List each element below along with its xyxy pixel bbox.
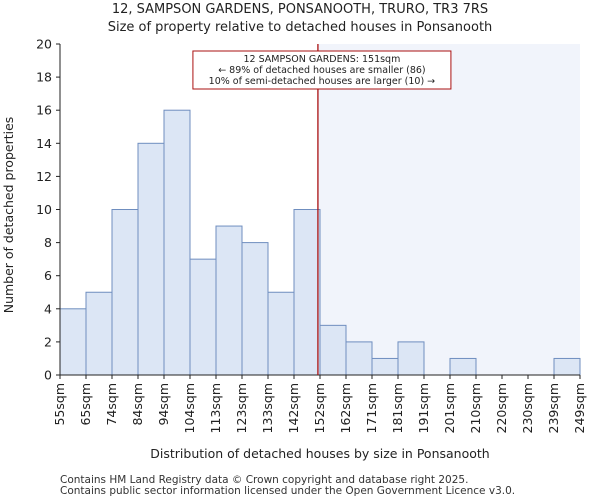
bar-65sqm: [85, 291, 113, 376]
bar-94sqm: [163, 109, 191, 376]
x-tick-label-152sqm: 152sqm: [312, 383, 327, 433]
x-tick-label-210sqm: 210sqm: [468, 383, 483, 433]
y-tick-label-4: 4: [44, 301, 52, 316]
y-tick-label-18: 18: [36, 70, 52, 85]
bar-239sqm: [553, 357, 581, 376]
y-tick-label-12: 12: [36, 169, 52, 184]
annotation-group: 12 SAMPSON GARDENS: 151sqm← 89% of detac…: [192, 50, 452, 90]
x-tick-label-94sqm: 94sqm: [156, 383, 171, 426]
x-tick-label-201sqm: 201sqm: [442, 383, 457, 433]
bar-152sqm: [319, 324, 347, 376]
y-tick-label-2: 2: [44, 334, 52, 349]
bar-181sqm: [397, 341, 425, 376]
bars-group: [59, 109, 581, 376]
highlight-region: [317, 44, 580, 375]
highlight-region-group: [317, 44, 580, 375]
y-tick-label-20: 20: [36, 37, 52, 52]
bar-171sqm: [371, 357, 399, 376]
x-tick-label-74sqm: 74sqm: [104, 383, 119, 426]
bar-113sqm: [215, 225, 243, 376]
annotation-box: [192, 50, 452, 90]
y-axis-label: Number of detached properties: [1, 117, 16, 314]
bar-74sqm: [111, 209, 139, 376]
y-tick-label-8: 8: [44, 235, 52, 250]
y-ticks-group: 0 2 4 6 8 10 12 14 16 18 20: [36, 37, 60, 383]
x-tick-label-230sqm: 230sqm: [520, 383, 535, 433]
x-tick-label-123sqm: 123sqm: [234, 383, 249, 433]
x-axis-label: Distribution of detached houses by size …: [150, 446, 489, 461]
y-tick-label-10: 10: [36, 202, 52, 217]
bar-104sqm: [189, 258, 217, 376]
y-tick-label-16: 16: [36, 103, 52, 118]
x-tick-label-84sqm: 84sqm: [130, 383, 145, 426]
x-tick-label-55sqm: 55sqm: [52, 383, 67, 426]
bar-84sqm: [137, 142, 165, 376]
x-tick-label-142sqm: 142sqm: [286, 383, 301, 433]
x-tick-label-181sqm: 181sqm: [390, 383, 405, 433]
x-tick-label-191sqm: 191sqm: [416, 383, 431, 433]
x-tick-label-249sqm: 249sqm: [572, 383, 587, 433]
bar-162sqm: [345, 341, 373, 376]
x-tick-label-113sqm: 113sqm: [208, 383, 223, 433]
footer-line-1: Contains HM Land Registry data © Crown c…: [60, 474, 469, 486]
chart-title: 12, SAMPSON GARDENS, PONSANOOTH, TRURO, …: [111, 2, 489, 17]
y-tick-label-6: 6: [44, 268, 52, 283]
bar-201sqm: [449, 357, 477, 376]
x-tick-label-220sqm: 220sqm: [494, 383, 509, 433]
annotation-line-1: 12 SAMPSON GARDENS: 151sqm: [243, 54, 400, 65]
y-tick-label-0: 0: [44, 368, 52, 383]
annotation-line-3: 10% of semi-detached houses are larger (…: [209, 76, 436, 87]
x-tick-label-133sqm: 133sqm: [260, 383, 275, 433]
bar-133sqm: [267, 291, 295, 376]
y-tick-label-14: 14: [36, 136, 52, 151]
bar-55sqm: [59, 308, 87, 376]
bar-142sqm: [293, 209, 321, 376]
annotation-line-2: ← 89% of detached houses are smaller (86…: [218, 65, 425, 76]
footer-line-2: Contains public sector information licen…: [60, 485, 516, 497]
x-tick-label-162sqm: 162sqm: [338, 383, 353, 433]
x-tick-label-104sqm: 104sqm: [182, 383, 197, 433]
chart-subtitle: Size of property relative to detached ho…: [107, 20, 493, 35]
bar-123sqm: [241, 242, 269, 376]
x-tick-label-65sqm: 65sqm: [78, 383, 93, 426]
x-tick-label-239sqm: 239sqm: [546, 383, 561, 433]
x-tick-label-171sqm: 171sqm: [364, 383, 379, 433]
x-ticks-group: 55sqm 65sqm 74sqm 84sqm 94sqm 104sqm 113sqm 123…: [52, 375, 587, 433]
